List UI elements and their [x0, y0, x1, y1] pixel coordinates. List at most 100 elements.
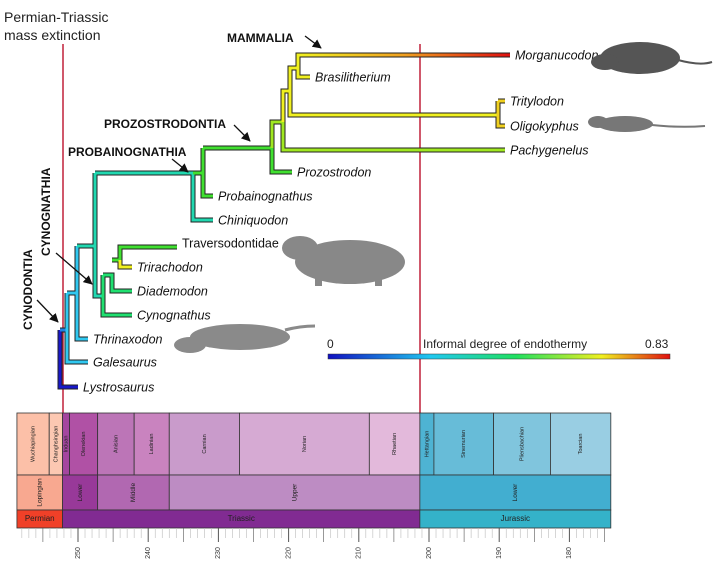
series-label-upper: Upper: [291, 483, 298, 502]
stage-label-hettangian: Hettangian: [424, 431, 430, 458]
branch: [296, 53, 510, 68]
branch-outline: [280, 88, 498, 122]
stage-label-toarcian: Toarcian: [578, 434, 584, 455]
period-label-permian: Permian: [25, 514, 55, 523]
taxon-label-chiniquodon: Chiniquodon: [218, 214, 288, 228]
taxon-label-brasilitherium: Brasilitherium: [315, 71, 391, 85]
series-cell: [168, 474, 421, 511]
extinction-title-line1: Permian-Triassic: [4, 9, 109, 25]
branch: [93, 173, 103, 298]
stage-label-changhsingian: Changhsingian: [53, 426, 59, 463]
stage-label-norian: Norian: [302, 436, 308, 452]
period-label-jurassic: Jurassic: [501, 514, 530, 523]
stage-label-olenekian: Olenekian: [81, 432, 87, 457]
stage-label-anisian: Anisian: [113, 435, 119, 453]
axis-tick-label: 250: [75, 547, 82, 559]
branch: [75, 246, 88, 341]
clade-label-cynognathia: CYNOGNATHIA: [39, 167, 53, 256]
branch-outline: [74, 246, 88, 342]
branch-outline: [287, 65, 310, 91]
series-cell: [419, 474, 612, 511]
branch: [95, 171, 213, 222]
prozostrodontia-arrow: [233, 124, 251, 142]
branch: [496, 101, 505, 128]
branch: [65, 293, 88, 364]
period-cell: [419, 509, 612, 529]
stage-cell: [133, 412, 170, 476]
taxon-label-pachygenelus: Pachygenelus: [510, 144, 589, 158]
branch: [118, 260, 132, 269]
geologic-timescale: Wuchiapingian Changhsingian Induan Olenekia…: [16, 412, 612, 559]
taxon-label-oligokyphus: Oligokyphus: [510, 120, 579, 134]
stage-cell: [16, 412, 50, 476]
taxon-label-thrinaxodon: Thrinaxodon: [93, 333, 163, 347]
clade-label-cynodontia: CYNODONTIA: [21, 249, 35, 330]
series-label-lopingian: Lopingian: [36, 478, 43, 507]
probainognathia-arrow: [171, 158, 189, 173]
endothermy-colorbar: [327, 353, 671, 360]
axis-tick-label: 230: [215, 547, 222, 559]
cynodontia-arrow: [36, 299, 59, 323]
branch: [58, 330, 78, 389]
branch: [112, 245, 177, 262]
branch-outline: [295, 52, 510, 68]
series-cell: [97, 474, 170, 511]
thrinaxodon-illustration: [174, 324, 316, 353]
stage-label-sinemurian: Sinemurian: [461, 430, 467, 458]
series-label-lower: Lower: [77, 483, 84, 502]
stage-cell: [239, 412, 370, 476]
stage-label-carnian: Carnian: [202, 434, 208, 453]
series-cell: [62, 474, 99, 511]
axis-tick-label: 220: [285, 547, 292, 559]
taxon-label-probainognathus: Probainognathus: [218, 190, 313, 204]
clade-label-prozostrodontia: PROZOSTRODONTIA: [104, 117, 226, 131]
colorbar-title: Informal degree of endothermy: [423, 337, 587, 351]
oligokyphus-illustration: [588, 116, 706, 132]
branch: [193, 171, 213, 198]
stage-label-induan: Induan: [64, 436, 70, 453]
axis-tick-label: 210: [356, 547, 363, 559]
branch-outline: [103, 272, 132, 294]
branch-outline: [112, 244, 177, 263]
stage-cell: [97, 412, 135, 476]
period-label-triassic: Triassic: [228, 514, 255, 523]
colorbar-min-label: 0: [327, 337, 334, 351]
clade-label-probainognathia: PROBAINOGNATHIA: [68, 145, 187, 159]
traversodontid-illustration: [282, 236, 405, 286]
branch: [203, 146, 292, 174]
axis-tick-label: 200: [426, 547, 433, 559]
branch-outline: [269, 119, 505, 153]
taxon-label-tritylodon: Tritylodon: [510, 95, 564, 109]
stage-cell: [368, 412, 421, 476]
stage-cell: [493, 412, 551, 476]
axis-tick-label: 190: [496, 547, 503, 559]
stage-label-pliensbachian: Pliensbachian: [519, 427, 525, 461]
taxon-label-cynognathus: Cynognathus: [137, 309, 211, 323]
taxon-label-prozostrodon: Prozostrodon: [297, 166, 371, 180]
series-cell: [16, 474, 63, 511]
taxon-label-lystrosaurus: Lystrosaurus: [83, 381, 154, 395]
stage-label-ladinian: Ladinian: [149, 434, 155, 455]
stage-cell: [433, 412, 494, 476]
taxon-label-morganucodon: Morganucodon: [515, 49, 598, 63]
axis-tick-label: 240: [145, 547, 152, 559]
stage-cell: [69, 412, 99, 476]
branch-outline: [203, 145, 292, 175]
axis-tick-label: 180: [566, 547, 573, 559]
taxon-label-traversodontidae: Traversodontidae: [182, 237, 279, 251]
mammalia-arrow: [304, 35, 322, 49]
colorbar-max-label: 0.83: [645, 337, 669, 351]
branch-outline: [100, 275, 132, 318]
taxon-label-galesaurus: Galesaurus: [93, 356, 157, 370]
extinction-title-line2: mass extinction: [4, 27, 100, 43]
taxon-label-trirachodon: Trirachodon: [137, 261, 203, 275]
stage-label-rhaetian: Rhaetian: [392, 433, 398, 455]
morganucodon-illustration: [591, 42, 713, 74]
taxon-label-diademodon: Diademodon: [137, 285, 208, 299]
stage-cell: [550, 412, 612, 476]
series-label-middle: Middle: [130, 483, 137, 503]
branch: [103, 273, 132, 293]
series-label-lower: Lower: [512, 483, 519, 502]
branch: [270, 120, 505, 152]
